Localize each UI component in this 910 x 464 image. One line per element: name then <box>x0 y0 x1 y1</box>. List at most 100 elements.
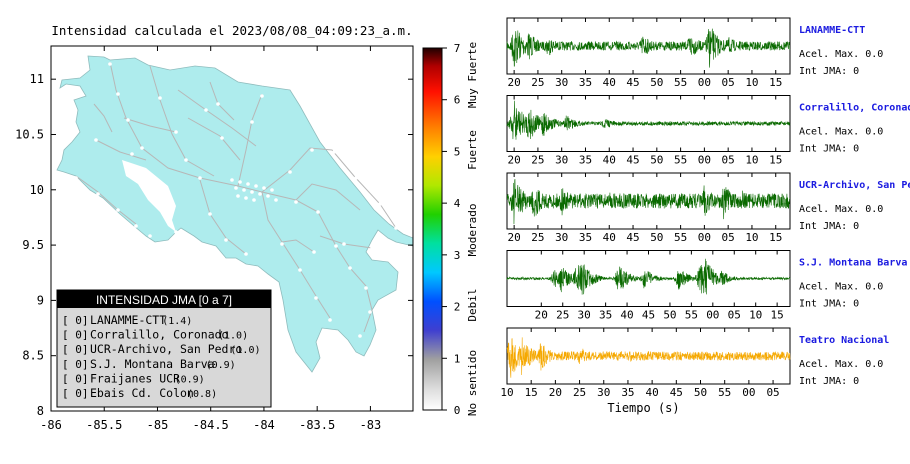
map-y-tick-label: 8.5 <box>22 349 44 363</box>
seismo-x-tick-label: 55 <box>674 154 687 167</box>
seismo-x-tick-label: 25 <box>573 386 586 399</box>
legend-item-badge: [ 0] <box>62 314 89 327</box>
intensity-colorbar: 0 1 2 3 4 5 6 7 No sentido Debil Moderado Fuerte Mu… <box>422 42 479 417</box>
seismo-x-tick-label: 40 <box>603 76 616 89</box>
seismo-x-tick-label: 40 <box>603 154 616 167</box>
seismo-x-tick-label: 30 <box>555 76 568 89</box>
colorbar-tick-label: 0 <box>454 404 461 417</box>
colorbar-tick-label: 4 <box>454 197 461 210</box>
seismo-x-tick-label: 50 <box>650 76 663 89</box>
seismogram-panel: 10 15 20 25 30 35 40 45 50 55 00 05 Teatro Nacional A… <box>500 327 889 415</box>
seismo-x-tick-label: 55 <box>674 76 687 89</box>
seismo-x-tick-label: 05 <box>728 309 741 322</box>
map-x-tick-label: -85 <box>147 418 169 432</box>
station-jma-label: Int JMA: 0 <box>799 376 859 387</box>
colorbar-category-label: Fuerte <box>466 130 479 170</box>
colorbar-gradient <box>422 47 443 411</box>
seismo-x-tick-label: 00 <box>742 386 755 399</box>
seismo-x-tick-label: 50 <box>650 154 663 167</box>
seismogram-trace <box>506 100 791 140</box>
legend-item-value: (1.4) <box>162 316 192 327</box>
seismo-x-tick-label: 25 <box>556 309 569 322</box>
legend-item-value: (0.9) <box>206 360 236 371</box>
station-name: UCR-Archivo, San Pedro <box>799 179 910 191</box>
colorbar-tick-label: 2 <box>454 301 461 314</box>
station-jma-label: Int JMA: 0 <box>799 66 859 77</box>
seismo-x-tick-label: 55 <box>718 386 731 399</box>
station-jma-label: Int JMA: 0 <box>799 144 859 155</box>
legend-item-name: Corralillo, Coronado <box>90 328 229 342</box>
station-name: Corralillo, Coronado <box>799 102 910 114</box>
seismo-x-tick-label: 40 <box>603 231 616 244</box>
seismo-x-tick-label: 00 <box>698 76 711 89</box>
legend-item-name: LANAMME-CTT <box>90 313 166 327</box>
colorbar-tick-label: 5 <box>454 145 461 158</box>
map-y-tick-label: 8 <box>37 404 44 418</box>
legend-item-value: (0.8) <box>187 389 217 400</box>
seismo-x-tick-label: 40 <box>620 309 633 322</box>
legend-item-badge: [ 0] <box>62 329 89 342</box>
seismogram-panel: 20 25 30 35 40 45 50 55 00 05 10 15 Corralillo, Coro… <box>506 95 910 167</box>
map-y-tick-label: 9 <box>37 293 44 307</box>
seismo-x-tick-label: 20 <box>508 231 521 244</box>
seismo-x-tick-label: 05 <box>722 231 735 244</box>
station-accel-label: Acel. Max. 0.0 <box>799 49 883 60</box>
legend-item-badge: [ 0] <box>62 387 89 400</box>
seismo-x-tick-label: 50 <box>694 386 707 399</box>
seismo-x-tick-label: 25 <box>531 231 544 244</box>
colorbar-category-label: Muy Fuerte <box>466 42 479 108</box>
seismo-x-tick-label: 45 <box>670 386 683 399</box>
seismo-x-tick-label: 10 <box>745 231 758 244</box>
seismo-x-tick-label: 35 <box>621 386 634 399</box>
map-y-tick-label: 10.5 <box>15 127 44 141</box>
seismogram-panels: 20 25 30 35 40 45 50 55 00 05 10 15 LANAMME-CTT Acel.… <box>500 17 910 415</box>
seismo-x-tick-label: 00 <box>698 231 711 244</box>
legend-item-name: UCR-Archivo, San Pedro <box>90 342 242 356</box>
seismo-x-tick-label: 30 <box>555 154 568 167</box>
legend-item-badge: [ 0] <box>62 372 89 385</box>
station-accel-label: Acel. Max. 0.0 <box>799 359 883 370</box>
intensity-legend: INTENSIDAD JMA [0 a 7] [ 0] LANAMME-CTT(1… <box>56 289 272 408</box>
map-y-tick-label: 11 <box>30 72 44 86</box>
seismo-x-tick-label: 15 <box>525 386 538 399</box>
seismo-x-tick-label: 15 <box>769 76 782 89</box>
station-jma-label: Int JMA: 0 <box>799 221 859 232</box>
seismo-x-tick-label: 25 <box>531 154 544 167</box>
map-title: Intensidad calculada el 2023/08/08_04:09… <box>51 23 412 38</box>
legend-item-name: Ebais Cd. Colon <box>90 386 194 400</box>
seismo-x-tick-label: 00 <box>698 154 711 167</box>
seismo-x-tick-label: 45 <box>642 309 655 322</box>
seismo-x-tick-label: 05 <box>722 76 735 89</box>
seismo-x-axis-title: Tiempo (s) <box>607 401 679 415</box>
map-frame <box>50 45 414 412</box>
seismo-x-tick-label: 20 <box>508 76 521 89</box>
seismo-x-tick-label: 00 <box>706 309 719 322</box>
station-accel-label: Acel. Max. 0.0 <box>799 204 883 215</box>
costa-rica-landmass <box>56 55 413 373</box>
seismo-x-tick-label: 05 <box>722 154 735 167</box>
legend-item-badge: [ 0] <box>62 358 89 371</box>
station-accel-label: Acel. Max. 0.0 <box>799 127 883 138</box>
seismo-x-tick-label: 05 <box>766 386 779 399</box>
legend-item-name: S.J. Montana Barva <box>90 357 215 371</box>
seismo-x-tick-label: 35 <box>579 76 592 89</box>
seismo-x-tick-label: 35 <box>579 231 592 244</box>
seismogram-panel: 20 25 30 35 40 45 50 55 00 05 10 15 S.J. Montana Bar… <box>506 250 907 322</box>
seismo-x-tick-label: 45 <box>626 76 639 89</box>
seismo-x-tick-label: 55 <box>674 231 687 244</box>
station-dots <box>74 62 398 338</box>
legend-item-name: Fraijanes UCR <box>90 371 180 385</box>
seismo-x-tick-label: 15 <box>769 154 782 167</box>
station-name: Teatro Nacional <box>799 334 889 346</box>
seismo-x-tick-label: 55 <box>685 309 698 322</box>
seismo-x-tick-label: 45 <box>626 231 639 244</box>
seismo-x-tick-label: 35 <box>599 309 612 322</box>
colorbar-tick-label: 1 <box>454 352 461 365</box>
seismo-x-tick-label: 15 <box>771 309 784 322</box>
legend-item-badge: [ 0] <box>62 343 89 356</box>
legend-title: INTENSIDAD JMA [0 a 7] <box>96 293 232 307</box>
seismo-x-tick-label: 50 <box>650 231 663 244</box>
station-name: LANAMME-CTT <box>799 25 865 36</box>
seismo-x-tick-label: 10 <box>749 309 762 322</box>
